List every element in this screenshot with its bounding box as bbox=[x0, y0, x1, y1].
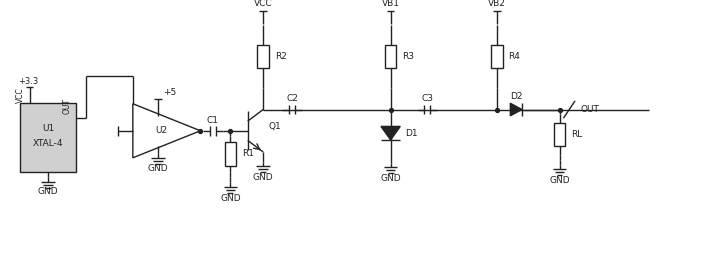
Text: RL: RL bbox=[571, 130, 582, 139]
Text: C3: C3 bbox=[421, 95, 433, 103]
Text: C1: C1 bbox=[207, 116, 219, 125]
Text: D1: D1 bbox=[405, 129, 417, 138]
Bar bbox=[258, 45, 269, 68]
Text: GND: GND bbox=[37, 187, 58, 196]
Text: +5: +5 bbox=[163, 88, 176, 97]
Text: VB2: VB2 bbox=[488, 0, 505, 8]
Text: GND: GND bbox=[220, 194, 241, 203]
Text: OUT: OUT bbox=[63, 98, 72, 115]
Polygon shape bbox=[510, 103, 522, 116]
Text: R4: R4 bbox=[508, 52, 520, 61]
Bar bbox=[491, 45, 503, 68]
Text: R2: R2 bbox=[275, 52, 287, 61]
Text: R1: R1 bbox=[242, 149, 254, 158]
Text: +3.3: +3.3 bbox=[18, 77, 39, 86]
Bar bbox=[225, 142, 236, 166]
Text: OUT: OUT bbox=[581, 105, 600, 114]
Text: D2: D2 bbox=[510, 92, 522, 101]
Text: GND: GND bbox=[380, 173, 401, 183]
Polygon shape bbox=[133, 104, 201, 158]
Text: Q1: Q1 bbox=[269, 122, 282, 131]
Text: GND: GND bbox=[148, 164, 168, 173]
Text: GND: GND bbox=[253, 173, 273, 182]
Bar bbox=[20, 103, 76, 172]
Bar bbox=[554, 123, 565, 146]
Text: VCC: VCC bbox=[254, 0, 272, 8]
Text: VB1: VB1 bbox=[382, 0, 400, 8]
Text: C2: C2 bbox=[287, 95, 298, 103]
Text: XTAL-4: XTAL-4 bbox=[32, 139, 63, 148]
Bar bbox=[385, 45, 396, 68]
Text: U1: U1 bbox=[42, 124, 54, 133]
Text: U2: U2 bbox=[156, 126, 168, 135]
Text: GND: GND bbox=[549, 176, 570, 186]
Text: VCC: VCC bbox=[16, 87, 25, 103]
Polygon shape bbox=[381, 126, 401, 140]
Text: R3: R3 bbox=[402, 52, 414, 61]
